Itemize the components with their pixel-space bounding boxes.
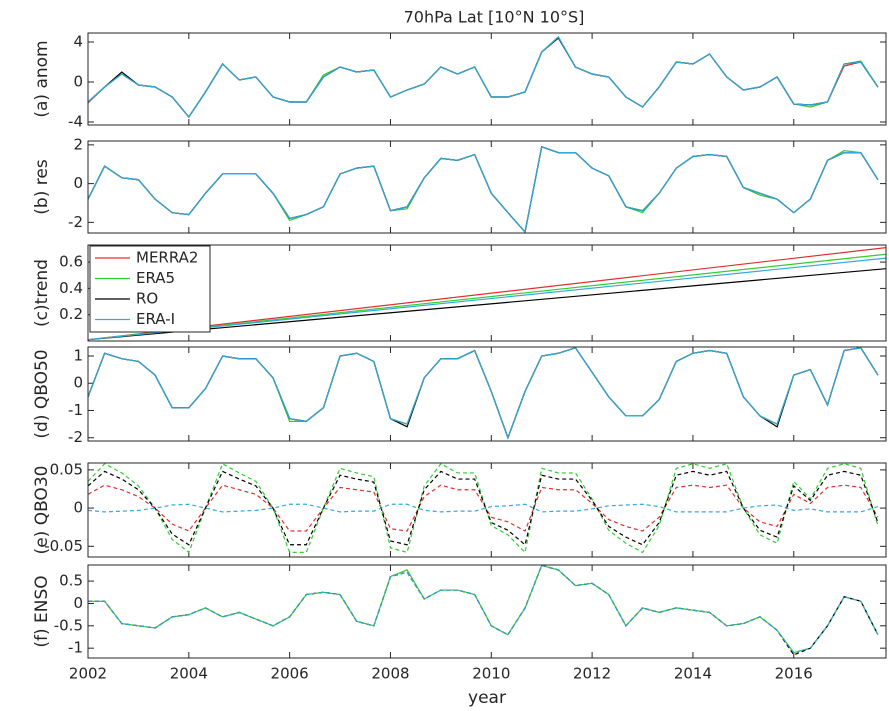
x-tick-label: 2006 bbox=[271, 665, 309, 683]
y-tick-label: 0 bbox=[73, 594, 83, 612]
plot-frame bbox=[87, 140, 887, 234]
y-tick-label: 0.6 bbox=[59, 253, 83, 271]
plot-frame bbox=[87, 462, 887, 558]
x-tick-label: 2016 bbox=[775, 665, 813, 683]
x-tick-label: 2004 bbox=[170, 665, 208, 683]
plot-frame bbox=[87, 346, 887, 442]
y-axis-label: (f) ENSO bbox=[32, 575, 52, 647]
chart-title: 70hPa Lat [10°N 10°S] bbox=[404, 8, 585, 27]
x-tick-label: 2012 bbox=[573, 665, 611, 683]
series-line bbox=[88, 247, 886, 341]
y-axis-label: (b) res bbox=[32, 159, 52, 215]
y-tick-label: 0 bbox=[73, 174, 83, 192]
series-line bbox=[88, 484, 879, 532]
x-axis-label: year bbox=[468, 688, 506, 708]
y-tick-label: -4 bbox=[68, 113, 83, 131]
y-axis-label: (e) QBO30 bbox=[32, 466, 52, 555]
series-line bbox=[88, 257, 886, 341]
y-tick-label: 0 bbox=[73, 374, 83, 392]
x-tick-label: 2002 bbox=[69, 665, 107, 683]
y-tick-label: 0 bbox=[73, 73, 83, 91]
legend-label: MERRA2 bbox=[136, 249, 198, 267]
y-tick-label: 1 bbox=[73, 346, 83, 364]
x-tick-label: 2008 bbox=[371, 665, 409, 683]
y-axis-label: (c)trend bbox=[32, 259, 52, 327]
plot-frame bbox=[87, 244, 887, 342]
y-tick-label: -0.5 bbox=[54, 616, 83, 634]
series-line bbox=[88, 146, 879, 233]
plot-frame bbox=[87, 564, 887, 659]
x-tick-label: 2014 bbox=[674, 665, 712, 683]
legend-label: RO bbox=[136, 290, 158, 308]
y-tick-label: -2 bbox=[68, 213, 83, 231]
series-line bbox=[88, 36, 879, 119]
y-tick-label: 2 bbox=[73, 135, 83, 153]
y-tick-label: -1 bbox=[68, 401, 83, 419]
plot-area bbox=[88, 141, 886, 233]
series-line bbox=[88, 470, 879, 546]
y-tick-label: 0.05 bbox=[50, 460, 83, 478]
series-line bbox=[88, 253, 886, 341]
x-tick-label: 2010 bbox=[472, 665, 510, 683]
y-axis-label: (a) anom bbox=[32, 40, 52, 117]
series-line bbox=[88, 268, 886, 341]
plot-frame bbox=[87, 32, 887, 126]
y-tick-label: 0.4 bbox=[59, 279, 83, 297]
plot-area bbox=[88, 347, 886, 441]
y-tick-label: 4 bbox=[73, 33, 83, 51]
y-axis-label: (d) QBO50 bbox=[32, 349, 52, 438]
y-tick-label: -1 bbox=[68, 639, 83, 657]
series-line bbox=[88, 347, 879, 440]
series-line bbox=[88, 463, 879, 554]
y-tick-label: -0.05 bbox=[44, 537, 83, 555]
plot-area bbox=[88, 565, 886, 658]
plot-area bbox=[88, 33, 886, 125]
legend: MERRA2 ERA5 RO ERA-I bbox=[89, 245, 211, 333]
legend-label: ERA5 bbox=[136, 269, 175, 287]
y-tick-label: 0.2 bbox=[59, 305, 83, 323]
y-tick-label: 0.5 bbox=[59, 572, 83, 590]
series-line bbox=[88, 565, 879, 654]
y-tick-label: -2 bbox=[68, 428, 83, 446]
y-tick-label: 0 bbox=[73, 499, 83, 517]
series-line bbox=[88, 503, 879, 513]
legend-box bbox=[89, 245, 211, 333]
legend-label: ERA-I bbox=[136, 310, 175, 328]
